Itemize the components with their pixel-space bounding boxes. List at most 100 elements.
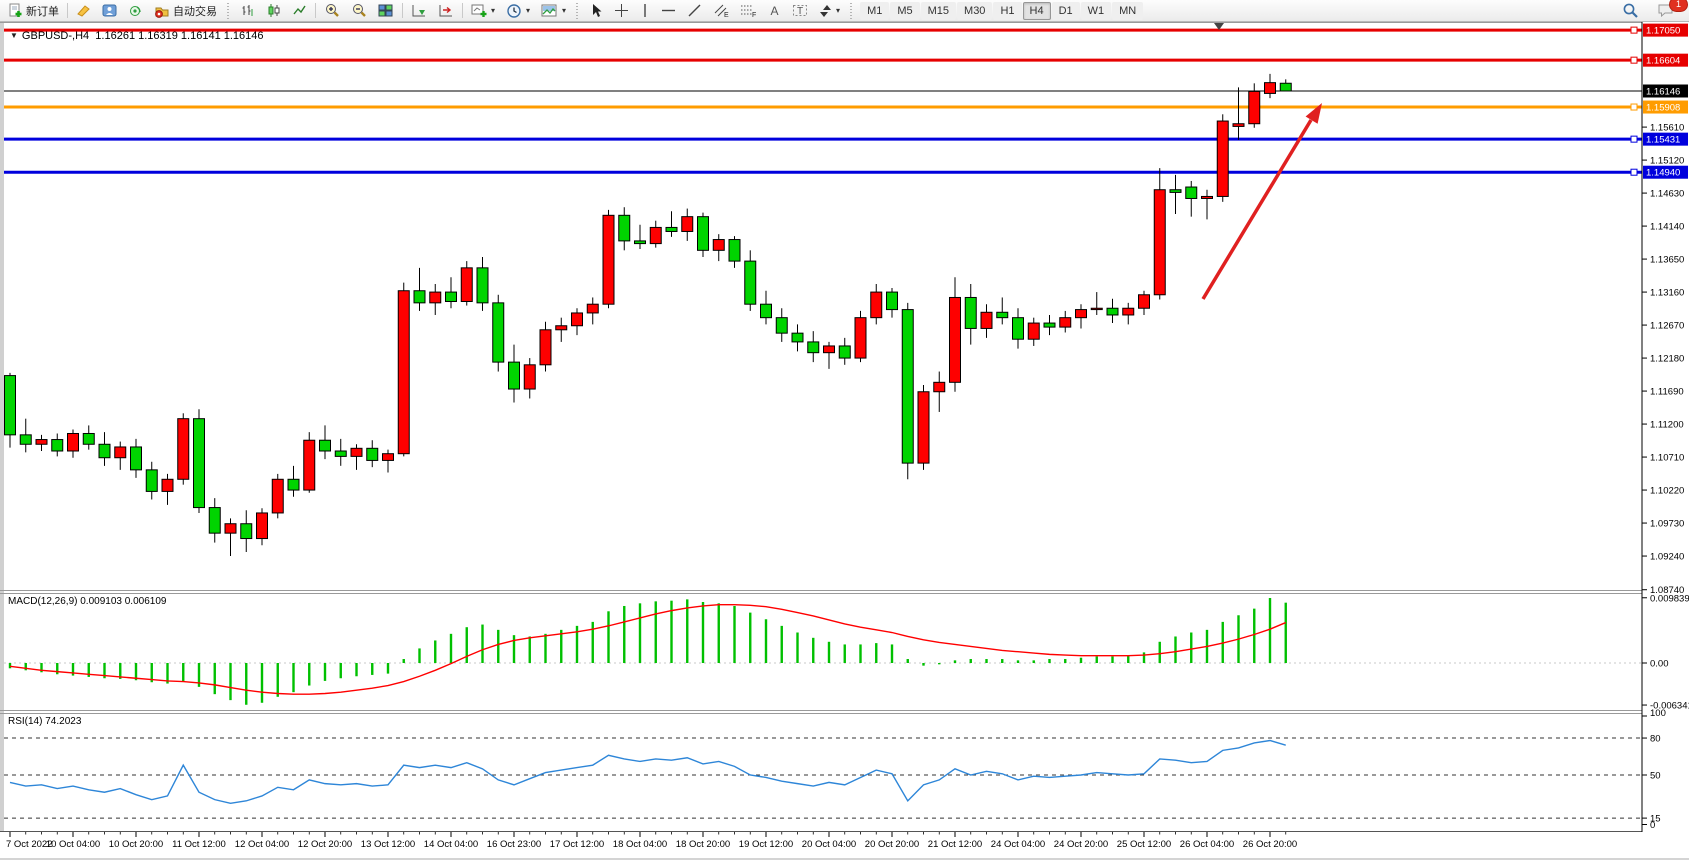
price-line-badge [1643,84,1688,98]
time-axis-label: 20 Oct 20:00 [865,839,919,850]
timeframe-button-mn[interactable]: MN [1112,1,1144,20]
cursor-tool-button[interactable] [584,2,608,20]
line-drag-handle[interactable] [1630,135,1638,143]
price-axis-tick-label: 1.10220 [1650,486,1684,497]
svg-text:F: F [752,12,756,18]
time-axis-label: 10 Oct 04:00 [46,839,100,850]
price-line-badge [1643,53,1688,67]
search-icon [1622,2,1639,19]
price-axis-tick-label: 1.11690 [1650,387,1684,398]
fibonacci-tool-button[interactable]: F [735,2,762,20]
text-tool-button[interactable]: A [763,2,786,20]
candle [19,434,32,445]
channel-tool-button[interactable]: E [708,2,734,20]
zoom-out-button[interactable] [346,2,372,20]
community-button[interactable] [97,2,122,20]
trendline-tool-button[interactable] [682,2,707,20]
tile-windows-button[interactable] [373,2,399,20]
candle [1106,307,1119,316]
new-chart-icon [471,3,487,18]
horizontal-line-icon [661,3,676,18]
price-axis-tick-label: 1.10710 [1650,453,1684,464]
arrows-tool-button[interactable]: ▾ [814,2,845,20]
candle [1138,294,1150,309]
auto-scroll-icon [411,3,427,18]
periods-button[interactable]: ▾ [501,2,535,20]
rsi-axis-label: 80 [1650,734,1661,745]
crosshair-icon [614,3,629,18]
timeframe-button-w1[interactable]: W1 [1080,1,1112,20]
auto-trading-button[interactable]: 自动交易 [149,2,222,20]
price-axis-tick-label: 1.14140 [1650,222,1684,233]
timeframe-button-h4[interactable]: H4 [1022,1,1051,20]
chart-symbol-period: GBPUSD-,H4 [21,30,90,42]
chart-shift-button[interactable] [433,2,459,20]
rsi-axis-label: 15 [1650,814,1661,825]
timeframe-button-m5[interactable]: M5 [890,1,920,20]
text-icon: A [768,3,781,18]
line-chart-button[interactable] [287,2,312,20]
tile-windows-icon [378,3,394,19]
crosshair-tool-button[interactable] [609,2,634,20]
line-drag-handle[interactable] [1630,56,1638,64]
bar-chart-button[interactable] [235,2,260,20]
candle [271,478,284,514]
news-signal-button[interactable] [123,2,148,20]
line-drag-handle[interactable] [1630,26,1638,34]
line-drag-handle[interactable] [1630,168,1638,176]
candle [114,446,127,459]
new-order-button[interactable]: 新订单 [3,2,64,20]
price-line-badge-label: 1.17050 [1646,26,1680,37]
timeframe-group: M1 M5 M15 M30 H1 H4 D1 W1 MN [860,1,1144,20]
candle [208,507,221,534]
price-line-badge [1643,165,1688,179]
toolbar-grip [226,2,231,19]
candle [618,214,631,242]
price-line-badge [1643,132,1688,146]
line-drag-handle[interactable] [1630,103,1638,111]
timeframe-button-d1[interactable]: D1 [1051,1,1080,20]
time-axis-background[interactable] [0,832,1689,858]
trend-arrow-head[interactable] [1305,103,1322,124]
candle [697,216,709,251]
candle [193,418,205,509]
templates-button[interactable]: ▾ [536,2,571,20]
styler-button[interactable] [71,2,96,20]
candle [854,317,867,359]
vertical-line-tool-button[interactable] [635,2,655,20]
chart-shift-marker[interactable] [1214,23,1224,30]
horizontal-line-tool-button[interactable] [656,2,681,20]
timeframe-button-h1[interactable]: H1 [993,1,1022,20]
time-axis-label: 7 Oct 2022 [6,839,52,850]
timeframe-button-m30[interactable]: M30 [957,1,993,20]
candle [586,303,599,314]
timeframe-button-m15[interactable]: M15 [920,1,957,20]
price-axis-background[interactable] [1642,22,1689,832]
timeframe-button-m1[interactable]: M1 [860,1,890,20]
search-button[interactable] [1617,2,1644,20]
chart-background [0,22,1689,858]
text-label-tool-button[interactable]: T [787,2,813,20]
price-axis-tick-label: 1.15610 [1650,123,1684,134]
candle [712,239,725,251]
candle [539,329,552,366]
price-axis-tick-label: 1.11200 [1650,420,1684,431]
chart-ohlc-values: 1.16261 1.16319 1.16141 1.16146 [95,30,264,42]
candle [256,512,268,540]
candlestick-chart-button[interactable] [261,2,286,20]
zoom-in-button[interactable] [319,2,345,20]
macd-signal-line [9,603,1287,695]
chart-shift-icon [438,3,454,18]
candle [665,226,678,232]
trend-arrow[interactable] [1201,119,1313,300]
price-line-badge-label: 1.16146 [1646,87,1680,98]
candle [980,311,993,329]
auto-scroll-button[interactable] [406,2,432,20]
price-axis-tick-label: 1.14630 [1650,189,1684,200]
toolbar-right-group: 1 [1617,0,1688,21]
main-toolbar: 新订单 自动交易 [0,0,1689,22]
price-axis-tick-label: 1.13650 [1650,255,1684,266]
time-axis-label: 18 Oct 20:00 [676,839,730,850]
new-chart-button[interactable]: ▾ [466,2,500,20]
